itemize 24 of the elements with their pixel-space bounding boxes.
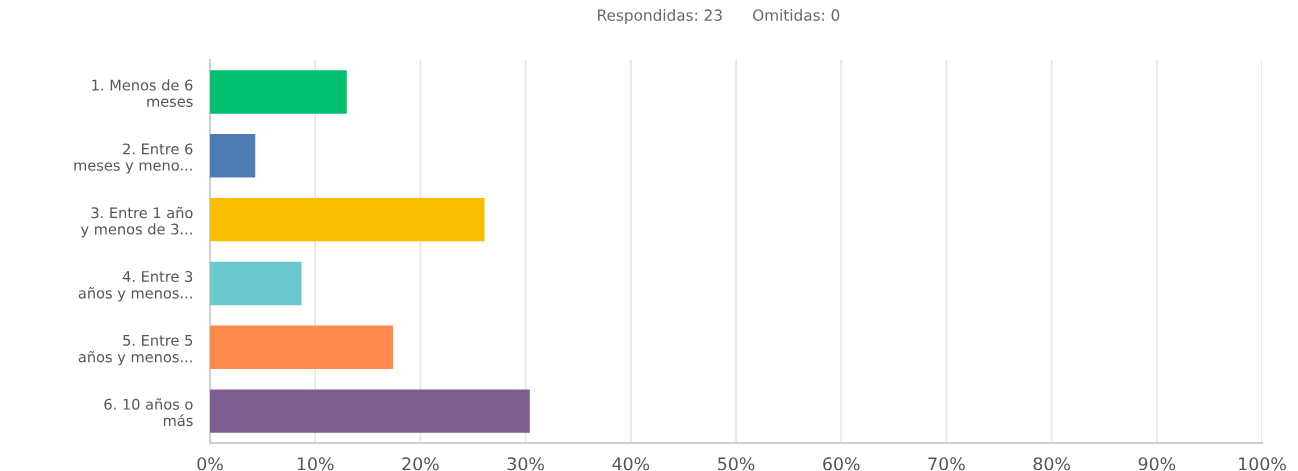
y-tick-label: 5. Entre 5 años y menos...	[78, 335, 193, 366]
x-tick-label: 30%	[507, 457, 544, 471]
y-tick-label: 1. Menos de 6 meses	[92, 79, 193, 107]
bar	[210, 389, 530, 433]
bar	[210, 325, 394, 369]
y-tick-label: 2. Entre 6 meses y meno...	[74, 143, 193, 174]
chart-title: Respondidas: 23 Omitidas: 0	[598, 9, 840, 24]
y-tick-label: 6. 10 años o más	[104, 398, 193, 427]
x-tick-label: 80%	[1033, 457, 1070, 471]
bar	[210, 261, 302, 306]
y-tick-label: 3. Entre 1 año y menos de 3...	[80, 206, 193, 238]
x-tick-label: 70%	[928, 457, 965, 471]
bar	[210, 70, 347, 114]
x-tick-label: 60%	[823, 457, 860, 471]
bar	[210, 197, 485, 242]
x-tick-label: 20%	[402, 457, 439, 471]
y-tick-label: 4. Entre 3 años y menos...	[78, 270, 193, 302]
x-tick-label: 40%	[612, 457, 650, 471]
x-tick-label: 100%	[1239, 457, 1286, 471]
x-tick-label: 90%	[1138, 457, 1176, 471]
bar	[210, 134, 256, 178]
x-tick-label: 10%	[297, 457, 334, 471]
x-tick-label: 0%	[197, 457, 223, 471]
x-tick-label: 50%	[718, 457, 755, 471]
